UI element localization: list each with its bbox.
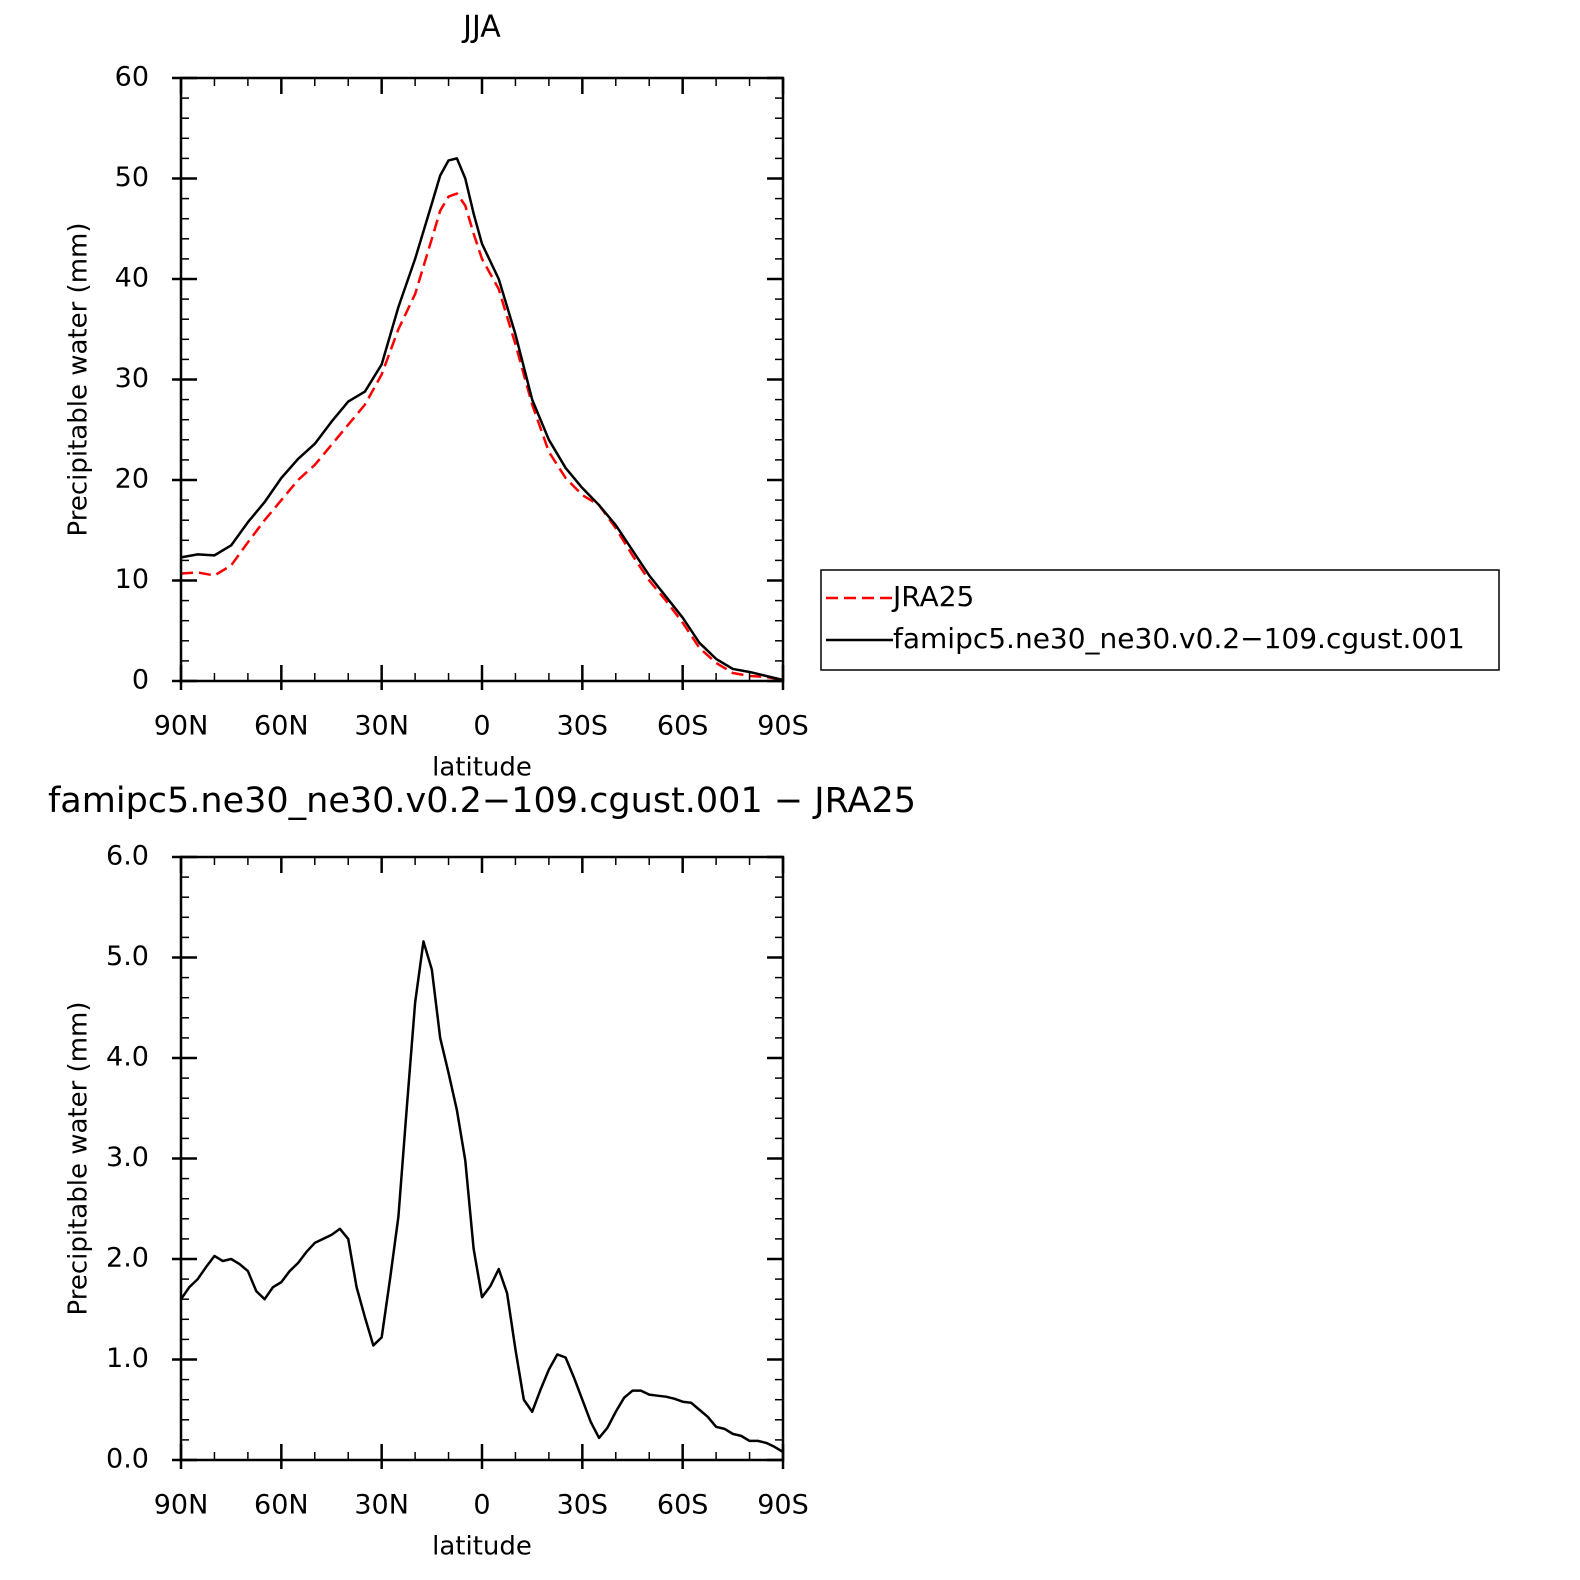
y-tick-label: 0.0 — [106, 1444, 149, 1475]
data-line — [179, 940, 784, 1454]
x-tick-label: 60S — [657, 1490, 709, 1521]
x-tick-label: 60N — [254, 711, 309, 742]
x-tick-label: 0 — [473, 1490, 490, 1521]
data-line — [180, 192, 784, 682]
y-tick-label: 3.0 — [106, 1142, 149, 1173]
y-tick-label: 20 — [115, 464, 149, 495]
legend: JRA25 famipc5.ne30_ne30.v0.2−109.cgust.00… — [820, 569, 1500, 671]
x-tick-label: 30N — [354, 1490, 409, 1521]
y-tick-label: 50 — [115, 162, 149, 193]
x-tick-label: 90S — [757, 711, 809, 742]
x-tick-label: 90S — [757, 1490, 809, 1521]
plot-frame — [179, 855, 785, 1462]
y-tick-label: 5.0 — [106, 941, 149, 972]
x-tick-label: 0 — [473, 711, 490, 742]
y-axis-label: Precipitable water (mm) — [64, 1002, 94, 1316]
x-tick-label: 30N — [354, 711, 409, 742]
y-tick-label: 4.0 — [106, 1042, 149, 1073]
x-axis-label: latitude — [432, 1532, 532, 1562]
y-tick-label: 2.0 — [106, 1243, 149, 1274]
chart-title: JJA — [461, 10, 501, 45]
x-tick-label: 60S — [657, 711, 709, 742]
y-axis-label: Precipitable water (mm) — [64, 223, 94, 537]
legend-label: famipc5.ne30_ne30.v0.2−109.cgust.001 — [893, 622, 1465, 655]
x-tick-label: 90N — [154, 711, 209, 742]
y-tick-label: 0 — [132, 665, 149, 696]
y-tick-label: 6.0 — [106, 841, 149, 872]
chart-title: famipc5.ne30_ne30.v0.2−109.cgust.001 − J… — [48, 781, 916, 821]
plot-frame — [179, 76, 785, 683]
y-tick-label: 60 — [115, 62, 149, 93]
y-tick-label: 40 — [115, 263, 149, 294]
legend-box — [820, 569, 1500, 671]
x-tick-label: 30S — [557, 1490, 609, 1521]
x-tick-label: 30S — [557, 711, 609, 742]
legend-label: JRA25 — [891, 580, 974, 613]
y-tick-label: 30 — [115, 363, 149, 394]
data-line — [180, 157, 784, 682]
x-tick-label: 60N — [254, 1490, 309, 1521]
x-tick-label: 90N — [154, 1490, 209, 1521]
y-tick-label: 10 — [115, 564, 149, 595]
x-axis-label: latitude — [432, 753, 532, 783]
y-tick-label: 1.0 — [106, 1343, 149, 1374]
